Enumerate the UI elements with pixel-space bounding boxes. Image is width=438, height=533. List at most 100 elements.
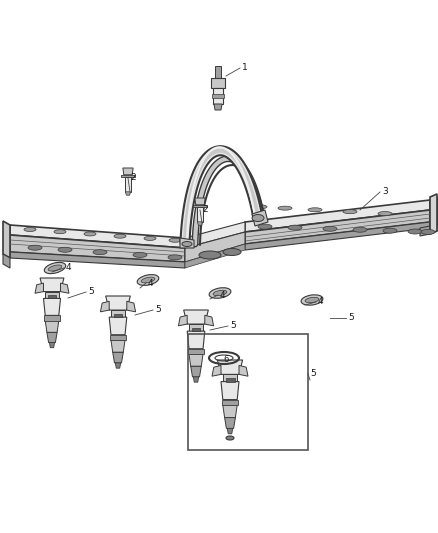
Text: 1: 1 (242, 63, 248, 72)
Ellipse shape (305, 297, 319, 303)
Polygon shape (221, 382, 239, 400)
Text: 2: 2 (202, 206, 208, 214)
Polygon shape (191, 366, 201, 377)
Polygon shape (214, 104, 222, 110)
Polygon shape (193, 377, 199, 382)
Polygon shape (245, 210, 430, 244)
Ellipse shape (258, 224, 272, 229)
Ellipse shape (144, 237, 156, 240)
Polygon shape (189, 354, 203, 366)
Polygon shape (178, 316, 187, 326)
Polygon shape (212, 366, 221, 376)
Polygon shape (191, 328, 201, 331)
Polygon shape (180, 238, 194, 248)
Polygon shape (45, 292, 59, 298)
Polygon shape (48, 295, 56, 298)
Polygon shape (245, 200, 430, 232)
Polygon shape (184, 310, 208, 324)
Ellipse shape (169, 238, 181, 243)
Polygon shape (223, 374, 237, 382)
Ellipse shape (223, 248, 241, 255)
Ellipse shape (383, 228, 397, 233)
Polygon shape (430, 194, 437, 234)
Ellipse shape (114, 234, 126, 238)
Ellipse shape (54, 230, 66, 233)
Polygon shape (222, 400, 238, 405)
Polygon shape (185, 244, 245, 268)
Polygon shape (189, 324, 203, 331)
Polygon shape (124, 177, 131, 192)
Ellipse shape (421, 229, 435, 235)
Text: 3: 3 (382, 188, 388, 197)
Polygon shape (252, 210, 268, 226)
Polygon shape (106, 296, 131, 310)
Ellipse shape (408, 229, 422, 234)
Polygon shape (420, 226, 430, 236)
Polygon shape (123, 168, 133, 175)
Text: 6: 6 (223, 354, 229, 364)
Ellipse shape (288, 225, 302, 230)
Ellipse shape (253, 205, 267, 209)
Polygon shape (430, 225, 437, 234)
Polygon shape (121, 175, 135, 177)
Polygon shape (195, 198, 205, 205)
Polygon shape (35, 283, 43, 293)
Ellipse shape (378, 212, 392, 215)
Ellipse shape (84, 232, 96, 236)
Ellipse shape (48, 265, 62, 271)
Polygon shape (212, 94, 224, 98)
Polygon shape (245, 222, 430, 250)
Polygon shape (193, 205, 207, 207)
Polygon shape (185, 222, 245, 248)
Polygon shape (111, 310, 125, 317)
Ellipse shape (301, 295, 323, 305)
Polygon shape (113, 352, 123, 363)
Polygon shape (198, 222, 202, 225)
Text: 4: 4 (66, 263, 72, 272)
Polygon shape (40, 278, 64, 292)
Polygon shape (10, 252, 185, 268)
Ellipse shape (323, 226, 337, 231)
Text: 4: 4 (318, 297, 324, 306)
Text: 4: 4 (148, 279, 154, 287)
Text: 5: 5 (155, 305, 161, 314)
Polygon shape (100, 301, 109, 312)
Polygon shape (213, 88, 223, 104)
Polygon shape (49, 343, 55, 348)
Ellipse shape (213, 290, 227, 296)
Polygon shape (227, 429, 233, 434)
Ellipse shape (133, 253, 147, 257)
Polygon shape (44, 316, 60, 320)
Polygon shape (3, 254, 10, 268)
Polygon shape (188, 349, 204, 354)
Polygon shape (113, 313, 122, 317)
Text: 5: 5 (310, 369, 316, 378)
Ellipse shape (28, 245, 42, 250)
Polygon shape (217, 360, 243, 374)
Text: 4: 4 (220, 290, 226, 300)
Ellipse shape (308, 208, 322, 212)
Ellipse shape (343, 209, 357, 214)
Ellipse shape (137, 274, 159, 285)
Polygon shape (60, 283, 69, 293)
Text: 2: 2 (130, 174, 136, 182)
Text: 5: 5 (88, 287, 94, 296)
Polygon shape (215, 66, 221, 78)
Ellipse shape (252, 214, 264, 222)
Polygon shape (47, 333, 57, 343)
Ellipse shape (168, 255, 182, 260)
Polygon shape (226, 378, 234, 382)
Text: 5: 5 (348, 313, 354, 322)
Polygon shape (45, 320, 59, 333)
Ellipse shape (226, 436, 234, 440)
Polygon shape (430, 197, 437, 228)
Ellipse shape (44, 262, 66, 273)
Polygon shape (111, 340, 125, 352)
Polygon shape (205, 316, 214, 326)
Ellipse shape (58, 247, 72, 252)
Ellipse shape (278, 206, 292, 210)
Polygon shape (197, 207, 203, 222)
Polygon shape (10, 235, 185, 262)
Ellipse shape (24, 228, 36, 231)
Ellipse shape (141, 277, 155, 283)
